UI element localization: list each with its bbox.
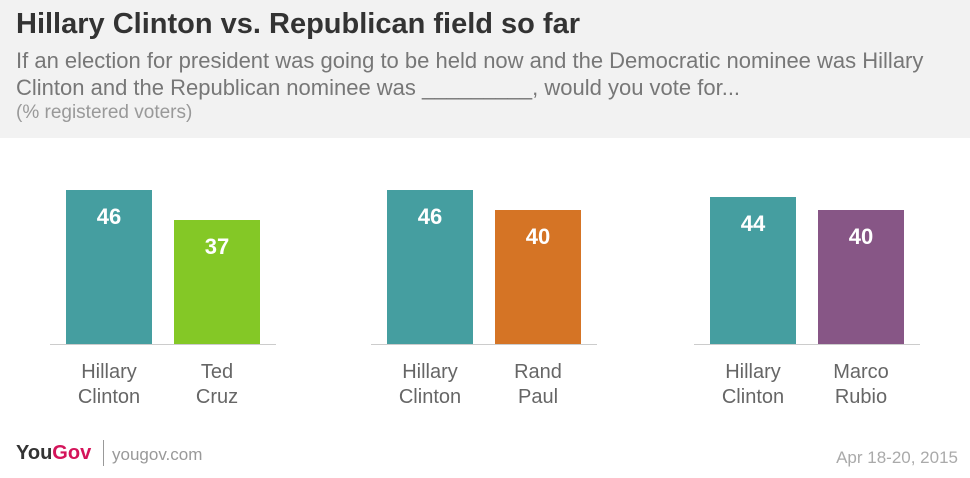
bar-1-2 [174,220,260,344]
logo-you: You [16,442,53,464]
bar-value-label: 37 [204,234,230,260]
bar-value-label: 40 [848,224,874,249]
logo-gov: Gov [52,442,92,464]
yougov-logo: YouGov [16,442,91,465]
bar-2-1 [387,189,473,344]
footer-site: yougov.com [112,445,203,464]
category-label: Marco Rubio [833,361,889,408]
category-label: Hillary Clinton [77,361,141,408]
chart-baseline [694,344,920,345]
bar-value-label: 46 [417,203,443,229]
bar-3-1 [710,196,796,344]
header-panel: Hillary Clinton vs. Republican field so … [0,0,970,138]
bar-value-label: 44 [740,210,766,236]
chart-note: (% registered voters) [16,102,193,123]
bar-2-2 [495,210,581,344]
bar-3-2 [818,210,904,344]
chart-subtitle: If an election for president was going t… [16,48,924,100]
bar-value-label: 40 [525,224,551,249]
category-label: Hillary Clinton [398,361,462,408]
category-label: Rand Paul [514,361,562,408]
category-label: Hillary Clinton [721,361,785,408]
category-label: Ted Cruz [195,361,239,408]
footer-divider [103,440,104,466]
chart-baseline [50,344,276,345]
footer-date: Apr 18-20, 2015 [836,448,958,467]
chart-baseline [371,344,597,345]
bar-1-1 [66,189,152,344]
chart-title: Hillary Clinton vs. Republican field so … [16,8,580,40]
bar-value-label: 46 [96,203,122,229]
